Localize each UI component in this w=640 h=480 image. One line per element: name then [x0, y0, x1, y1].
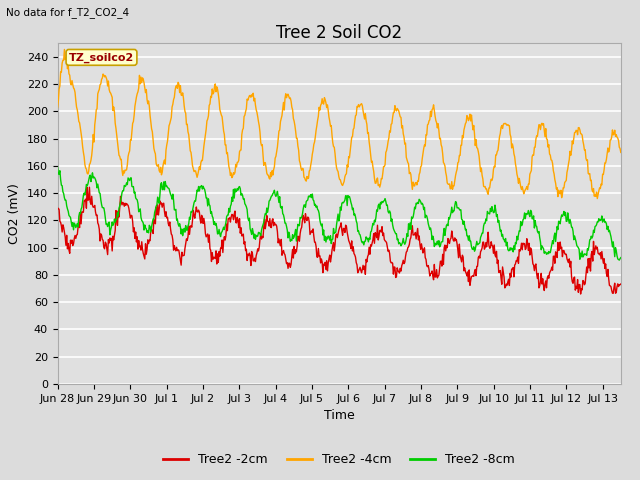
Y-axis label: CO2 (mV): CO2 (mV) [8, 183, 21, 244]
Legend: Tree2 -2cm, Tree2 -4cm, Tree2 -8cm: Tree2 -2cm, Tree2 -4cm, Tree2 -8cm [159, 448, 520, 471]
Text: No data for f_T2_CO2_4: No data for f_T2_CO2_4 [6, 7, 129, 18]
X-axis label: Time: Time [324, 409, 355, 422]
Title: Tree 2 Soil CO2: Tree 2 Soil CO2 [276, 24, 403, 42]
Text: TZ_soilco2: TZ_soilco2 [69, 52, 134, 62]
